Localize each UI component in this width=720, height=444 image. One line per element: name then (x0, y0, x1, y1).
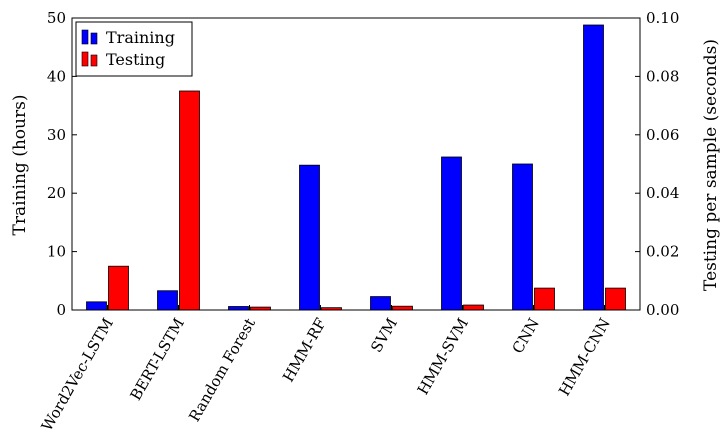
y-right-tick-label: 0.00 (646, 301, 679, 319)
bar-training-random-forest (228, 306, 249, 311)
y-left-tick-label: 50 (47, 9, 66, 27)
bar-training-bert-lstm (157, 290, 178, 311)
bar-testing-bert-lstm (179, 90, 200, 311)
bar-training-hmm-rf (299, 164, 320, 311)
bar-testing-hmm-cnn (605, 287, 626, 311)
y-right-tick-label: 0.06 (646, 126, 679, 144)
x-tick-label: HMM-RF (279, 315, 330, 385)
bar-testing-hmm-svm (463, 304, 484, 311)
y-right-tick-label: 0.02 (646, 243, 679, 261)
x-tick-label: HMM-SVM (414, 315, 472, 398)
x-tick-label: HMM-CNN (555, 315, 614, 399)
y-left-tick-label: 30 (47, 126, 66, 144)
legend-swatch-training (81, 29, 89, 45)
y-axis-left-label: Training (hours) (10, 95, 30, 236)
y-left-tick-label: 0 (56, 301, 66, 319)
legend-label-testing: Testing (106, 50, 165, 69)
legend-swatch-testing-secondary (90, 54, 98, 67)
legend: Training Testing (75, 21, 193, 77)
bar-training-hmm-svm (441, 156, 462, 311)
x-tick-label: Word2Vec-LSTM (38, 315, 117, 434)
y-right-tick-label: 0.04 (646, 184, 679, 202)
bar-testing-cnn (534, 287, 555, 311)
y-axis-right-label: Testing per sample (seconds) (701, 39, 720, 291)
y-left-tick-label: 20 (47, 184, 66, 202)
x-tick-label: BERT-LSTM (127, 315, 188, 403)
y-right-tick-label: 0.08 (646, 67, 679, 85)
bar-training-svm (370, 296, 391, 311)
bar-testing-svm (392, 305, 413, 311)
x-tick-label: Random Forest (185, 315, 259, 425)
x-tick-label: SVM (367, 315, 401, 356)
bar-training-cnn (512, 163, 533, 311)
legend-swatch-testing (81, 51, 89, 67)
bars-layer (86, 24, 626, 311)
y-left-tick-label: 40 (47, 67, 66, 85)
plot-frame (71, 17, 641, 311)
bar-testing-word2vec-lstm (108, 265, 129, 311)
y-right-tick-label: 0.10 (646, 9, 679, 27)
bar-training-word2vec-lstm (86, 301, 107, 311)
y-left-tick-label: 10 (47, 243, 66, 261)
legend-swatch-training-secondary (90, 32, 98, 45)
bar-training-hmm-cnn (583, 24, 604, 311)
legend-box (75, 21, 193, 77)
legend-label-training: Training (106, 28, 175, 47)
x-tick-label: CNN (509, 315, 543, 357)
